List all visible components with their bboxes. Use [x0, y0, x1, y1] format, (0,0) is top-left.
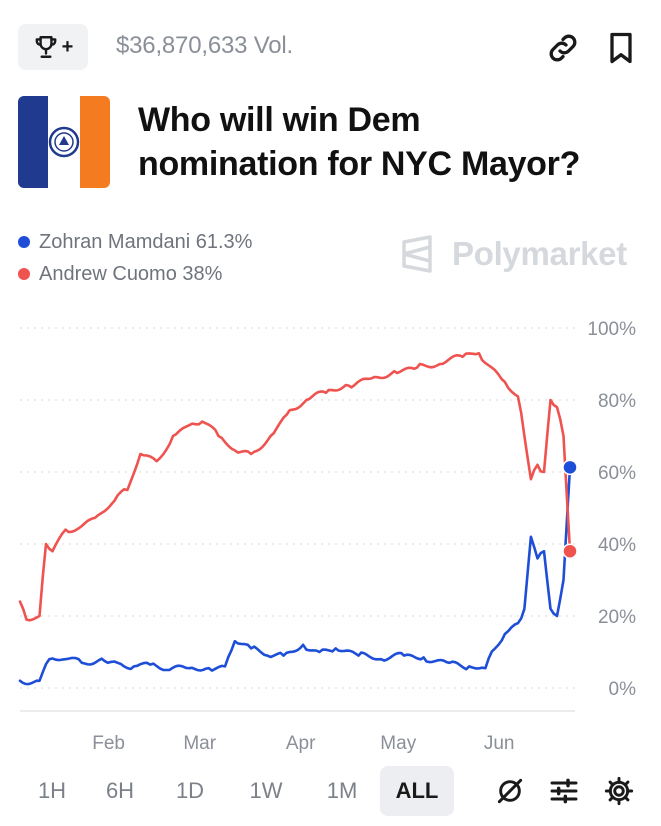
- y-tick-label: 20%: [598, 607, 636, 628]
- y-tick-label: 80%: [598, 391, 636, 412]
- x-tick-label: Feb: [92, 733, 125, 754]
- copy-link-button[interactable]: [545, 30, 581, 66]
- polymarket-logo-icon: [402, 235, 432, 273]
- tab-1h[interactable]: 1H: [37, 778, 67, 803]
- y-tick-label: 0%: [609, 679, 637, 700]
- tab-1m[interactable]: 1M: [326, 778, 358, 803]
- x-tick-label: May: [380, 733, 416, 754]
- y-tick-label: 100%: [587, 319, 636, 340]
- legend-label-cuomo: Andrew Cuomo 38%: [39, 262, 223, 285]
- tab-all[interactable]: ALL: [380, 766, 454, 816]
- legend-item-mamdani: Zohran Mamdani 61.3%: [18, 226, 252, 258]
- series-line-zohran-mamdani[interactable]: [18, 466, 572, 686]
- tab-6h[interactable]: 6H: [105, 778, 135, 803]
- link-icon: [549, 34, 577, 62]
- legend-dot-cuomo: [18, 268, 30, 280]
- trophy-button[interactable]: +: [18, 24, 88, 70]
- series-end-marker-andrew-cuomo: [562, 543, 578, 559]
- time-range-tabs: 1H 6H 1D 1W 1M ALL: [0, 766, 661, 816]
- price-chart[interactable]: 0% 20% 40% 60% 80% 100% Feb Mar Apr May Jun: [0, 300, 661, 770]
- series-end-marker-zohran-mamdani: [562, 459, 578, 476]
- sliders-icon[interactable]: [548, 775, 580, 807]
- x-tick-label: Mar: [183, 733, 216, 754]
- y-tick-label: 40%: [598, 535, 636, 556]
- polymarket-wordmark: Polymarket: [452, 235, 627, 272]
- tab-1w[interactable]: 1W: [249, 778, 283, 803]
- bookmark-button[interactable]: [603, 30, 639, 66]
- gear-icon[interactable]: [603, 775, 635, 807]
- series-line-andrew-cuomo[interactable]: [18, 351, 572, 622]
- trophy-icon: [35, 36, 57, 58]
- legend-item-cuomo: Andrew Cuomo 38%: [18, 258, 252, 290]
- x-tick-label: Apr: [286, 733, 316, 754]
- bookmark-icon: [610, 32, 632, 64]
- market-title-line-1: Who will win Dem: [138, 101, 421, 139]
- trophy-plus-label: +: [61, 35, 74, 58]
- nyc-flag-image: [18, 96, 110, 188]
- exclude-icon[interactable]: [494, 775, 526, 807]
- tab-1d[interactable]: 1D: [175, 778, 205, 803]
- y-tick-label: 60%: [598, 463, 636, 484]
- market-title: Who will win Dem nomination for NYC Mayo…: [138, 98, 648, 186]
- volume-label: $36,870,633 Vol.: [116, 32, 293, 59]
- market-title-line-2: nomination for NYC Mayor?: [138, 145, 581, 183]
- legend-dot-mamdani: [18, 236, 30, 248]
- x-tick-label: Jun: [484, 733, 515, 754]
- market-header: + $36,870,633 Vol.: [0, 0, 661, 92]
- polymarket-watermark: Polymarket: [398, 234, 627, 274]
- chart-legend: Zohran Mamdani 61.3% Andrew Cuomo 38%: [18, 226, 252, 290]
- legend-label-mamdani: Zohran Mamdani 61.3%: [39, 230, 253, 253]
